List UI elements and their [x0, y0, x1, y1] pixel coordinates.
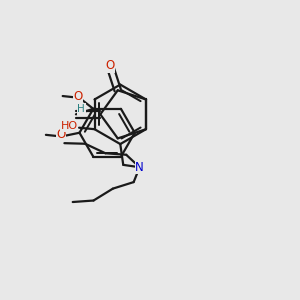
Text: HO: HO [61, 121, 78, 131]
Text: O: O [56, 128, 66, 141]
Text: O: O [105, 59, 114, 72]
Text: H: H [77, 104, 85, 114]
Text: N: N [135, 161, 144, 174]
Text: O: O [73, 89, 83, 103]
